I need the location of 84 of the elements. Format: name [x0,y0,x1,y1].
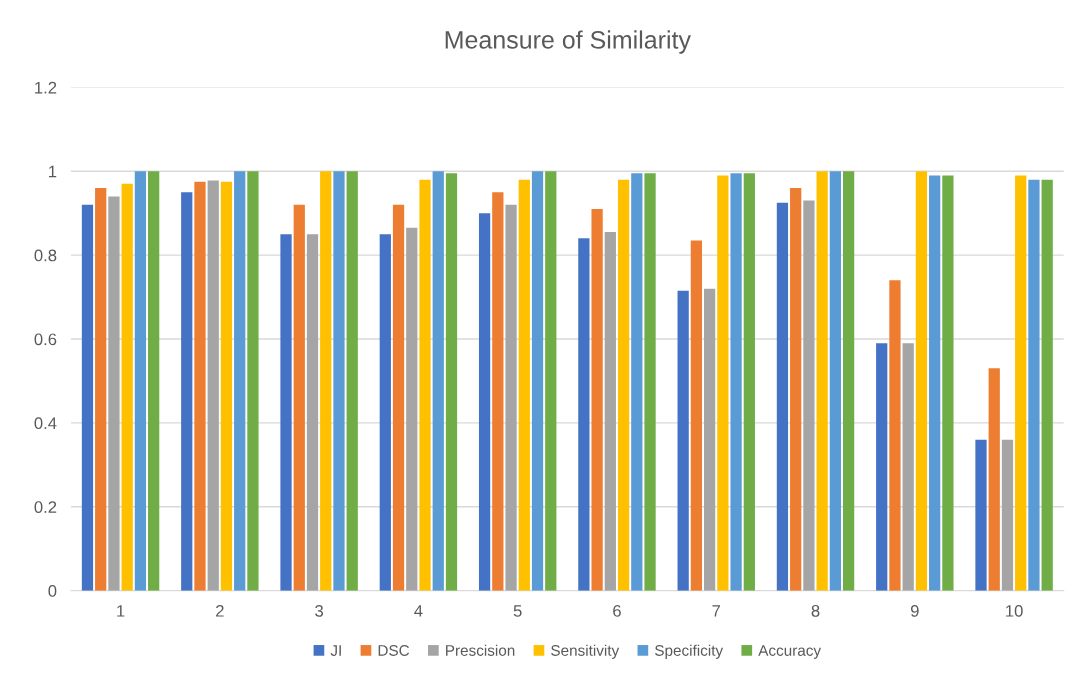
legend-label: DSC [378,645,410,656]
bar [445,173,458,591]
bar [478,213,491,591]
y-tick-label: 1.2 [35,81,57,94]
bar [194,181,206,591]
bar [631,173,643,591]
bar [591,209,603,591]
bar [108,196,120,591]
legend-label: Prescision [446,644,515,656]
bar [419,179,431,591]
bar [604,232,616,591]
bar [690,240,703,591]
legend-label: JI [330,645,341,656]
y-tick-label: 0.8 [34,249,57,262]
bar [505,204,517,591]
y-tick-label: 0.2 [34,501,57,513]
bar [704,288,716,591]
y-tick-label: 0.6 [34,333,57,346]
bar [617,179,630,591]
bar [531,171,544,591]
x-tick-label: 7 [712,605,721,617]
bar [432,171,444,591]
legend-label: Accuracy [758,645,822,659]
bar [148,171,160,591]
bar [234,171,246,591]
x-tick-label: 4 [414,605,423,617]
bar [902,343,914,591]
bar [1015,175,1027,591]
bar [842,171,855,591]
bar [518,179,530,591]
bar [677,290,689,591]
y-tick-label: 1 [49,165,57,178]
bar [346,171,358,591]
bar [333,171,345,591]
bar [915,171,928,591]
bar [181,192,193,591]
bar [644,173,656,591]
x-tick-label: 3 [315,604,324,617]
bar [207,180,219,591]
bar [545,171,557,591]
bar [988,368,1000,591]
bar [942,175,954,591]
bar [280,234,292,591]
x-tick-label: 9 [910,604,919,617]
bar [81,204,94,591]
bar [306,234,319,591]
bar [379,234,391,591]
bar [320,171,332,591]
bar [975,439,987,591]
bar [578,238,590,591]
bar [730,173,742,591]
x-tick-label: 2 [216,604,224,617]
x-tick-label: 8 [811,604,820,617]
bar [889,280,901,591]
bar [829,171,841,591]
chart-title: Meansure of Similarity [445,30,691,54]
bar [1001,439,1014,591]
bar [293,204,305,591]
x-tick-label: 1 [117,605,125,617]
bar [121,183,133,591]
legend-label: Specificity [655,644,724,659]
bar [1041,179,1053,591]
bar [816,171,828,591]
y-tick-label: 0.4 [34,417,57,430]
bar [247,171,259,591]
bar [803,200,815,591]
bar [876,343,888,591]
legend-label: Sensitivity [551,644,620,659]
bar [95,188,107,591]
bar [392,204,405,591]
bar [1028,179,1040,591]
bar [220,181,233,591]
bar [492,192,504,591]
bar [134,171,147,591]
x-tick-label: 10 [1006,604,1023,617]
bar [929,175,941,591]
bar [406,227,418,591]
x-tick-label: 5 [513,605,522,617]
y-tick-label: 0 [48,585,57,597]
bar [790,188,802,591]
bar [743,173,755,591]
bar [776,202,789,591]
bar [717,175,729,591]
x-tick-label: 6 [613,604,621,617]
